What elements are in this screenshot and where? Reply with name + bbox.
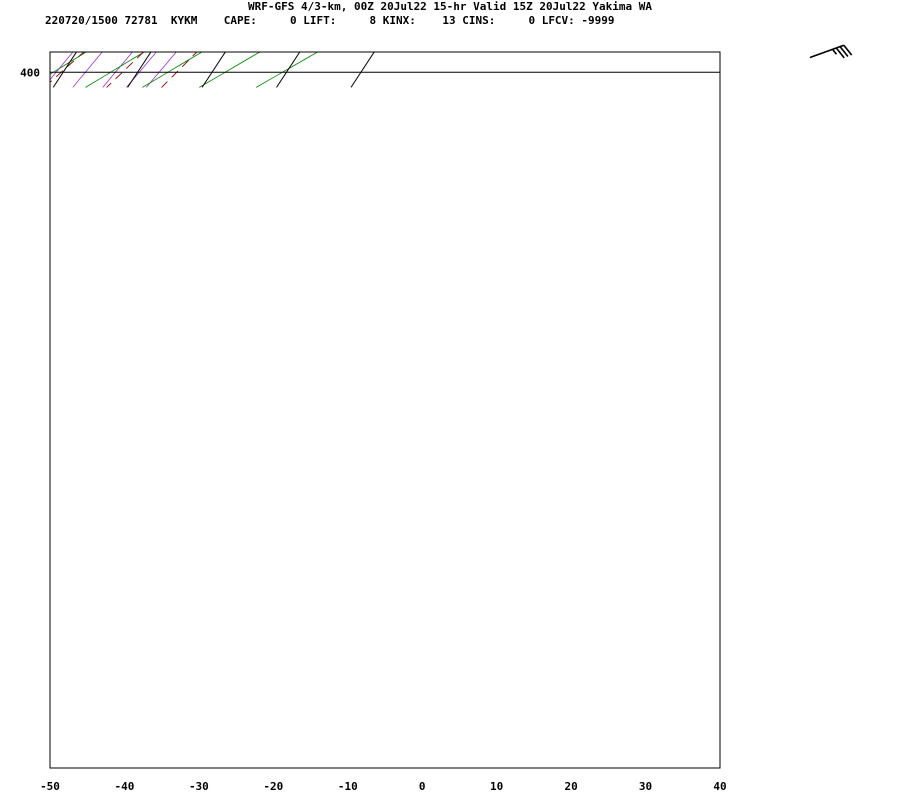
wind-barb-flag <box>843 44 853 56</box>
isotherm-line <box>201 52 226 88</box>
sounding-profiles <box>0 0 583 58</box>
mixing-ratio-line <box>126 52 157 88</box>
mixing-ratio-line <box>0 0 451 87</box>
mixing-ratio-line <box>0 0 274 87</box>
wind-barb-staff <box>809 44 845 59</box>
x-tick-label: -20 <box>263 780 283 793</box>
dewpoint-profile <box>0 0 459 58</box>
background-lines <box>0 0 900 88</box>
mixing-ratio-line <box>0 0 318 87</box>
x-tick-label: -10 <box>338 780 358 793</box>
isotherm-line <box>276 52 301 88</box>
dry-adiabat-line <box>0 0 696 87</box>
temperature-profile <box>0 0 583 58</box>
plot-frame <box>49 51 721 769</box>
isotherm-line <box>127 52 152 88</box>
x-tick-label: 30 <box>639 780 652 793</box>
isotherm-line <box>350 52 375 88</box>
grid-lines <box>0 0 720 88</box>
x-tick-label: 10 <box>490 780 503 793</box>
moist-adiabat-line <box>0 0 388 87</box>
dry-adiabat-line <box>0 0 621 87</box>
isotherm-line <box>52 52 78 88</box>
mixing-ratio-line <box>19 0 511 87</box>
moist-adiabat-line <box>106 52 145 88</box>
moist-adiabat-line <box>0 0 640 87</box>
x-tick-label: -40 <box>115 780 135 793</box>
x-tick-label: 20 <box>564 780 577 793</box>
wind-barbs <box>809 44 853 59</box>
moist-adiabat-line <box>0 0 567 87</box>
wind-barb-flag <box>835 47 845 59</box>
dry-adiabat-line <box>0 0 900 87</box>
y-tick-labels: 4005006007008009001000 <box>20 66 40 79</box>
dry-adiabat-line <box>0 0 319 87</box>
dry-adiabat-line <box>0 0 470 87</box>
moist-adiabat-line <box>0 0 352 87</box>
moist-adiabat-line <box>0 0 603 87</box>
isotherm-line <box>0 0 292 87</box>
mixing-ratio-line <box>102 52 133 88</box>
mixing-ratio-line <box>50 52 74 81</box>
chart-subtitle-indices: 220720/1500 72781 KYKM CAPE: 0 LIFT: 8 K… <box>45 14 615 27</box>
wind-barb <box>809 44 853 59</box>
chart-title: WRF-GFS 4/3-km, 00Z 20Jul22 15-hr Valid … <box>248 0 652 13</box>
moist-adiabat-line <box>0 0 424 87</box>
moist-adiabat-line <box>0 0 279 87</box>
dry-adiabat-line <box>255 52 319 88</box>
dry-adiabat-line <box>0 0 545 87</box>
moist-adiabat-line <box>0 0 460 87</box>
moist-adiabat-line <box>161 52 198 88</box>
moist-adiabat-line <box>0 0 496 87</box>
moist-adiabat-line <box>0 0 531 87</box>
dry-adiabat-line <box>142 52 203 88</box>
mixing-ratio-line <box>0 0 382 87</box>
x-tick-label: 0 <box>419 780 426 793</box>
x-tick-label: -50 <box>40 780 60 793</box>
mixing-ratio-line <box>0 0 355 87</box>
isotherm-line <box>0 0 367 87</box>
dry-adiabat-line <box>199 52 261 88</box>
wind-barb-half-flag <box>831 48 838 55</box>
dry-adiabat-line <box>85 52 145 88</box>
dry-adiabat-line <box>0 0 900 87</box>
mixing-ratio-line <box>72 52 103 88</box>
x-tick-label: 40 <box>713 780 726 793</box>
x-tick-labels: -50 -40 -30 -20 -10 0 10 20 30 40 <box>40 780 727 793</box>
y-tick-label: 400 <box>20 66 40 79</box>
x-tick-label: -30 <box>189 780 209 793</box>
dry-adiabat-line <box>0 0 772 87</box>
mixing-ratio-line <box>0 0 474 87</box>
wind-barb-flag <box>839 46 849 58</box>
dry-adiabat-line <box>50 52 87 75</box>
